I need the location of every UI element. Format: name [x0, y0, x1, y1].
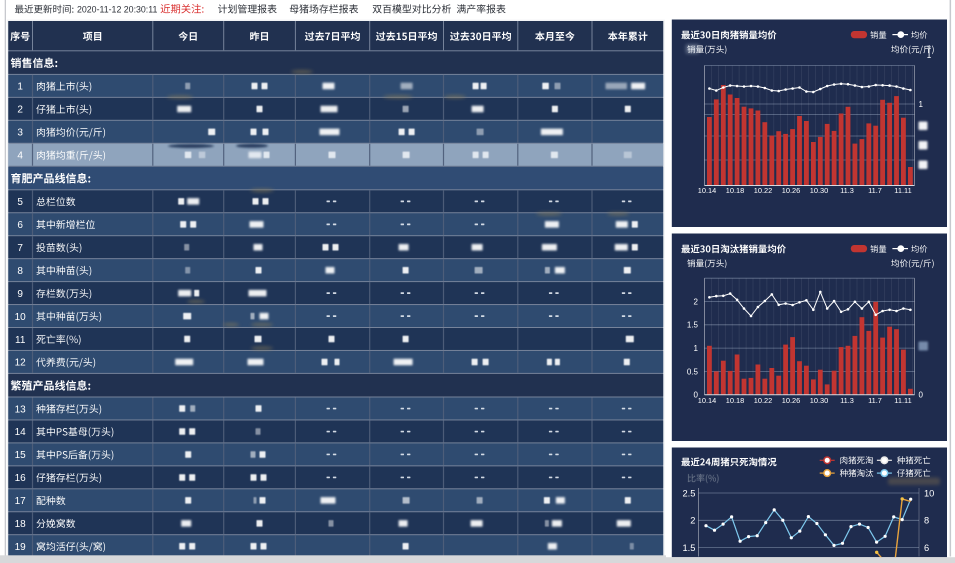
svg-text:17: 17: [15, 496, 27, 507]
svg-text:6: 6: [924, 543, 929, 553]
svg-text:11.7: 11.7: [868, 186, 882, 195]
svg-text:11.7: 11.7: [868, 396, 882, 405]
svg-text:13: 13: [15, 404, 27, 415]
svg-text:10.22: 10.22: [754, 186, 773, 195]
svg-text:1.5: 1.5: [682, 543, 695, 553]
svg-text:10.14: 10.14: [698, 186, 717, 195]
svg-text:10.22: 10.22: [754, 396, 773, 405]
svg-text:10.18: 10.18: [726, 396, 745, 405]
svg-text:0: 0: [694, 391, 699, 400]
svg-text:18: 18: [15, 519, 27, 530]
svg-text:10.14: 10.14: [698, 396, 717, 405]
svg-text:10.18: 10.18: [726, 186, 745, 195]
svg-text:10.30: 10.30: [810, 396, 829, 405]
svg-text:2020-11-12 20:30:11: 2020-11-12 20:30:11: [77, 4, 157, 14]
svg-text:12: 12: [15, 358, 27, 369]
svg-text:5: 5: [17, 197, 23, 208]
svg-text:16: 16: [15, 473, 27, 484]
svg-text:1: 1: [694, 344, 699, 353]
svg-text:11.11: 11.11: [894, 396, 911, 405]
svg-text:19: 19: [15, 542, 27, 553]
svg-text:2: 2: [17, 105, 23, 116]
svg-text:10.26: 10.26: [782, 186, 801, 195]
svg-text:1: 1: [919, 100, 924, 109]
svg-text:0.5: 0.5: [687, 367, 699, 376]
svg-text:8: 8: [17, 266, 23, 277]
svg-text:15: 15: [15, 450, 27, 461]
svg-text:2: 2: [690, 516, 695, 526]
svg-text:10: 10: [924, 488, 934, 498]
svg-text:6: 6: [17, 220, 23, 231]
svg-text:1: 1: [17, 82, 23, 93]
svg-text:11: 11: [15, 335, 26, 346]
svg-text:14: 14: [15, 427, 27, 438]
svg-text:1.5: 1.5: [687, 321, 699, 330]
svg-text:2: 2: [694, 297, 699, 306]
svg-text:0: 0: [919, 391, 924, 400]
svg-text:10.26: 10.26: [782, 396, 801, 405]
svg-text:10.30: 10.30: [810, 186, 829, 195]
svg-text:3: 3: [17, 128, 23, 139]
svg-text:11.11: 11.11: [894, 186, 911, 195]
svg-text:2.5: 2.5: [682, 488, 695, 498]
svg-text:10: 10: [15, 312, 27, 323]
svg-text:11.3: 11.3: [840, 396, 854, 405]
svg-text:9: 9: [17, 289, 23, 300]
svg-text:7: 7: [17, 243, 23, 254]
svg-text:11.3: 11.3: [840, 186, 854, 195]
svg-text:8: 8: [924, 516, 929, 526]
svg-text:4: 4: [17, 151, 23, 162]
